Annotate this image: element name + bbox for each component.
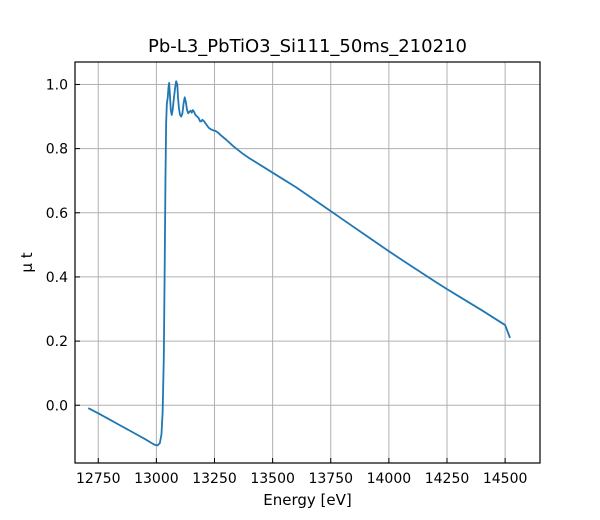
grid-lines [75, 62, 540, 463]
x-tick-label: 14250 [425, 471, 470, 487]
axis-ticks: 12750 13000 13250 13500 13750 14000 14250 14500… [46, 77, 528, 487]
y-axis-label: μ t [18, 252, 36, 272]
x-tick-label: 13500 [250, 471, 295, 487]
y-tick-label: 1.0 [46, 77, 68, 93]
x-tick-label: 14000 [367, 471, 412, 487]
y-tick-label: 0.2 [46, 334, 68, 350]
x-tick-label: 12750 [76, 471, 121, 487]
x-tick-label: 13000 [134, 471, 179, 487]
y-tick-label: 0.6 [46, 206, 68, 222]
x-tick-label: 13250 [192, 471, 237, 487]
data-series-line [88, 80, 511, 447]
axes-frame [74, 61, 541, 464]
y-tick-label: 0.0 [46, 398, 68, 414]
y-tick-label: 0.4 [46, 270, 68, 286]
chart-title: Pb-L3_PbTiO3_Si111_50ms_210210 [148, 36, 467, 57]
x-tick-label: 13750 [308, 471, 353, 487]
y-tick-label: 0.8 [46, 142, 68, 158]
plot-area [88, 80, 511, 447]
x-tick-label: 14500 [483, 471, 528, 487]
x-axis-label: Energy [eV] [263, 491, 351, 509]
